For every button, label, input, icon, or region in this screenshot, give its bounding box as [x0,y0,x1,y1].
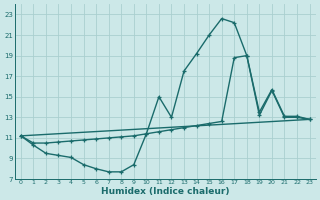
X-axis label: Humidex (Indice chaleur): Humidex (Indice chaleur) [101,187,229,196]
